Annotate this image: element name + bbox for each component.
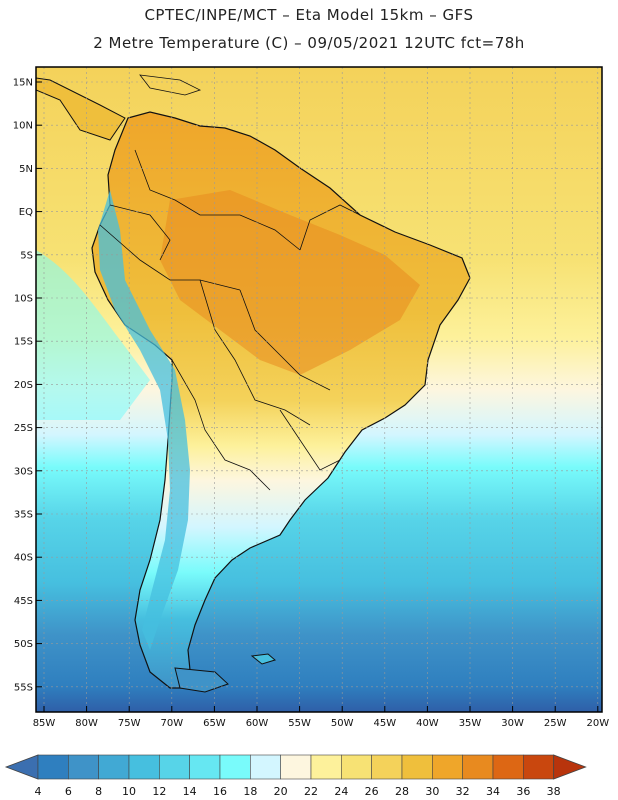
colorbar: 4 6 8 10 12 14 16 18 20 22 24 26 28 30 32 34 36 38 bbox=[4, 754, 587, 798]
lon-label: 65W bbox=[203, 718, 226, 729]
colorbar-swatch bbox=[462, 754, 494, 780]
colorbar-label: 34 bbox=[486, 785, 500, 798]
lat-label: 45S bbox=[14, 596, 33, 607]
colorbar-label: 4 bbox=[35, 785, 42, 798]
lon-label: 40W bbox=[416, 718, 439, 729]
lon-label: 55W bbox=[288, 718, 311, 729]
lat-label: 20S bbox=[14, 380, 33, 391]
colorbar-label: 18 bbox=[243, 785, 257, 798]
falkland-islands bbox=[250, 653, 277, 665]
colorbar-swatch bbox=[250, 754, 281, 780]
lon-label: 50W bbox=[331, 718, 354, 729]
colorbar-label: 26 bbox=[365, 785, 379, 798]
lon-label: 70W bbox=[160, 718, 183, 729]
lon-label: 85W bbox=[33, 718, 56, 729]
colorbar-swatch bbox=[128, 754, 160, 780]
country-borders bbox=[99, 149, 361, 491]
lon-label: 25W bbox=[544, 718, 567, 729]
colorbar-label: 14 bbox=[183, 785, 197, 798]
colorbar-label: 32 bbox=[456, 785, 470, 798]
lon-label: 45W bbox=[373, 718, 396, 729]
lon-label: 30W bbox=[501, 718, 524, 729]
lat-label: 25S bbox=[14, 423, 33, 434]
latitude-labels: 15N 10N 5N EQ 5S 10S 15S 20S 25S 30S 35S 40S 45S 50S 5… bbox=[13, 78, 42, 693]
colorbar-swatch bbox=[523, 754, 554, 780]
lat-label: 15S bbox=[14, 337, 33, 348]
colorbar-label: 22 bbox=[304, 785, 318, 798]
colorbar-swatch bbox=[371, 754, 403, 780]
lon-label: 20W bbox=[586, 718, 609, 729]
colorbar-swatch bbox=[432, 754, 463, 780]
longitude-labels: 85W 80W 75W 70W 65W 60W 55W 50W 45W 40W 35W 30W 25W 2… bbox=[33, 706, 609, 729]
colorbar-label: 12 bbox=[152, 785, 166, 798]
tierra-del-fuego bbox=[174, 667, 229, 693]
lat-label: 15N bbox=[13, 78, 33, 89]
colorbar-label: 20 bbox=[274, 785, 288, 798]
colorbar-right-arrow bbox=[553, 754, 587, 780]
lat-label: 5S bbox=[20, 250, 33, 261]
caribbean-islands bbox=[139, 74, 202, 96]
colorbar-label: 38 bbox=[547, 785, 561, 798]
colorbar-swatch bbox=[492, 754, 524, 780]
lat-label: 50S bbox=[14, 639, 33, 650]
colorbar-swatch bbox=[189, 754, 221, 780]
colorbar-label: 36 bbox=[516, 785, 530, 798]
lat-label: 5N bbox=[19, 164, 33, 175]
lat-label: EQ bbox=[19, 207, 33, 218]
lon-label: 75W bbox=[118, 718, 141, 729]
colorbar-left-arrow bbox=[4, 754, 39, 780]
map-frame bbox=[35, 66, 603, 713]
lat-label: 55S bbox=[14, 682, 33, 693]
colorbar-label: 6 bbox=[65, 785, 72, 798]
lat-label: 10N bbox=[13, 121, 33, 132]
lat-label: 10S bbox=[14, 294, 33, 305]
lat-label: 30S bbox=[14, 466, 33, 477]
colorbar-label: 16 bbox=[213, 785, 227, 798]
colorbar-label: 10 bbox=[122, 785, 136, 798]
colorbar-swatch bbox=[68, 754, 99, 780]
hot-interior bbox=[160, 190, 420, 375]
colorbar-swatch bbox=[310, 754, 342, 780]
lon-label: 35W bbox=[459, 718, 482, 729]
colorbar-label: 8 bbox=[95, 785, 102, 798]
central-america bbox=[36, 77, 126, 141]
colorbar-swatch bbox=[341, 754, 372, 780]
lat-label: 35S bbox=[14, 510, 33, 521]
pacific-cool-current bbox=[36, 250, 150, 420]
colorbar-swatch bbox=[37, 754, 69, 780]
colorbar-label: 28 bbox=[395, 785, 409, 798]
colorbar-swatch bbox=[401, 754, 433, 780]
colorbar-swatch bbox=[280, 754, 312, 780]
map-subtitle: 2 Metre Temperature (C) – 09/05/2021 12U… bbox=[93, 34, 525, 52]
colorbar-swatch bbox=[159, 754, 190, 780]
graticule bbox=[36, 67, 602, 712]
lon-label: 80W bbox=[75, 718, 98, 729]
andes-cold-ridge bbox=[98, 190, 190, 650]
colorbar-label: 30 bbox=[425, 785, 439, 798]
lat-label: 40S bbox=[14, 553, 33, 564]
lon-label: 60W bbox=[246, 718, 269, 729]
colorbar-label: 24 bbox=[334, 785, 348, 798]
map-title: CPTEC/INPE/MCT – Eta Model 15km – GFS bbox=[144, 6, 474, 24]
colorbar-swatch bbox=[98, 754, 130, 780]
colorbar-swatch bbox=[219, 754, 251, 780]
